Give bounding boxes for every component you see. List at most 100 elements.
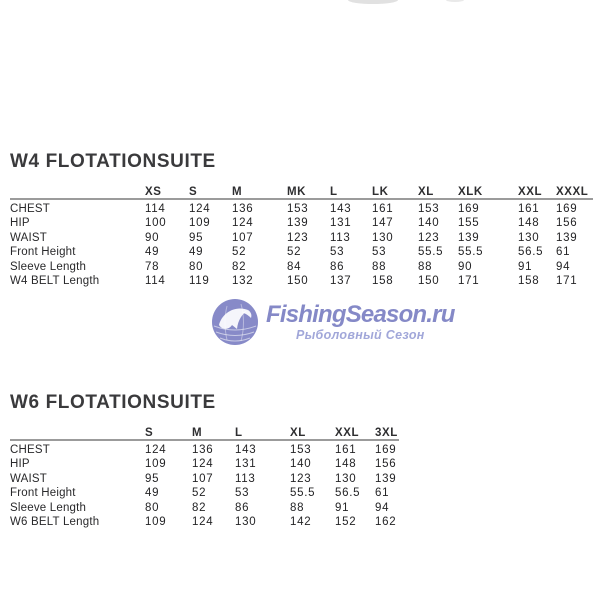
- measurement-value: 147: [372, 217, 394, 229]
- table-row: Front Height 49 49 52 52 53 53 55.5 55.5 56.5 61: [10, 244, 593, 258]
- measurement-value: 139: [287, 217, 309, 229]
- size-column-header: 3XL: [375, 427, 398, 439]
- measurement-value: 123: [287, 231, 309, 244]
- measurement-row-label: CHEST: [10, 443, 50, 456]
- measurement-value: 82: [192, 501, 207, 514]
- measurement-row-label: Sleeve Length: [10, 260, 87, 273]
- measurement-value: 86: [330, 260, 345, 273]
- measurement-value: 52: [287, 246, 302, 258]
- measurement-value: 52: [232, 246, 247, 258]
- table-row: CHEST 124 136 143 153 161 169: [10, 441, 399, 456]
- w4-size-table: XS S M MK L LK XL XLK XXL XXXL CHEST 114 124 136 153 14…: [10, 182, 593, 287]
- size-column-header: LK: [372, 186, 389, 198]
- w6-flotationsuite-section: W6 FLOTATIONSUITE S M L XL XXL 3XL CHEST 124 136…: [10, 392, 399, 528]
- measurement-value: 139: [556, 231, 578, 244]
- measurement-value: 131: [235, 458, 257, 470]
- measurement-value: 109: [145, 458, 167, 470]
- size-column-header: XXXL: [556, 186, 589, 198]
- size-column-header: XL: [418, 186, 434, 198]
- table-row: Sleeve Length 78 80 82 84 86 88 88 90 91 94: [10, 258, 593, 273]
- measurement-value: 82: [232, 260, 247, 273]
- measurement-row-label: WAIST: [10, 472, 47, 485]
- measurement-value: 131: [330, 217, 352, 229]
- measurement-value: 137: [330, 275, 352, 287]
- measurement-value: 61: [375, 487, 390, 499]
- measurement-row-label: CHEST: [10, 202, 50, 215]
- measurement-value: 161: [335, 443, 357, 456]
- w6-size-table: S M L XL XXL 3XL CHEST 124 136 143 153 161 169 HIP 109…: [10, 423, 399, 528]
- measurement-value: 86: [235, 501, 250, 514]
- measurement-value: 130: [372, 231, 394, 244]
- measurement-value: 143: [330, 202, 352, 215]
- measurement-value: 84: [287, 260, 302, 273]
- measurement-value: 161: [372, 202, 394, 215]
- size-column-header: L: [330, 186, 338, 198]
- measurement-value: 123: [418, 231, 440, 244]
- measurement-value: 150: [418, 275, 440, 287]
- measurement-value: 132: [232, 275, 254, 287]
- measurement-value: 169: [375, 443, 397, 456]
- measurement-value: 158: [372, 275, 394, 287]
- measurement-row-label: HIP: [10, 217, 30, 229]
- measurement-value: 49: [189, 246, 204, 258]
- measurement-value: 91: [335, 501, 350, 514]
- measurement-value: 169: [458, 202, 480, 215]
- measurement-value: 155: [458, 217, 480, 229]
- measurement-value: 80: [145, 501, 160, 514]
- size-column-header: S: [189, 186, 198, 198]
- measurement-value: 78: [145, 260, 160, 273]
- measurement-value: 49: [145, 246, 160, 258]
- measurement-value: 91: [518, 260, 533, 273]
- measurement-value: 139: [375, 472, 397, 485]
- measurement-row-label: HIP: [10, 458, 30, 470]
- measurement-value: 80: [189, 260, 204, 273]
- measurement-value: 130: [335, 472, 357, 485]
- table-row: WAIST 95 107 113 123 130 139: [10, 470, 399, 485]
- size-column-header: S: [145, 427, 154, 439]
- measurement-value: 107: [232, 231, 254, 244]
- size-column-header: XXL: [335, 427, 360, 439]
- size-column-header: MK: [287, 186, 307, 198]
- table-row: HIP 100 109 124 139 131 147 140 155 148 156: [10, 215, 593, 229]
- w4-section-title: W4 FLOTATIONSUITE: [10, 151, 216, 172]
- measurement-value: 55.5: [290, 487, 316, 499]
- size-column-header: M: [232, 186, 243, 198]
- measurement-value: 56.5: [335, 487, 361, 499]
- measurement-value: 53: [330, 246, 345, 258]
- size-column-header: XLK: [458, 186, 483, 198]
- size-column-header: M: [192, 427, 203, 439]
- watermark-text-block: FishingSeason.ru Рыболовный Сезон: [266, 300, 455, 343]
- measurement-row-label: Front Height: [10, 487, 76, 499]
- measurement-value: 162: [375, 516, 397, 528]
- measurement-value: 100: [145, 217, 167, 229]
- size-column-header: L: [235, 427, 243, 439]
- measurement-value: 140: [418, 217, 440, 229]
- measurement-value: 119: [189, 275, 210, 287]
- measurement-value: 55.5: [418, 246, 444, 258]
- measurement-value: 109: [189, 217, 211, 229]
- measurement-value: 88: [372, 260, 387, 273]
- measurement-row-label: WAIST: [10, 231, 47, 244]
- watermark-brand: FishingSeason.ru: [266, 300, 455, 328]
- measurement-value: 95: [189, 231, 204, 244]
- measurement-value: 124: [145, 443, 167, 456]
- measurement-value: 130: [235, 516, 257, 528]
- table-header-row: S M L XL XXL 3XL: [10, 423, 399, 441]
- measurement-value: 124: [189, 202, 211, 215]
- measurement-value: 124: [192, 458, 214, 470]
- measurement-value: 114: [145, 275, 166, 287]
- size-column-header: XS: [145, 186, 162, 198]
- measurement-value: 142: [290, 516, 312, 528]
- measurement-value: 109: [145, 516, 167, 528]
- size-column-header: XXL: [518, 186, 543, 198]
- measurement-value: 140: [290, 458, 312, 470]
- measurement-value: 124: [192, 516, 214, 528]
- table-row: WAIST 90 95 107 123 113 130 123 139 130 139: [10, 229, 593, 244]
- measurement-value: 90: [145, 231, 160, 244]
- measurement-value: 53: [372, 246, 387, 258]
- measurement-value: 169: [556, 202, 578, 215]
- size-column-header: XL: [290, 427, 306, 439]
- w4-flotationsuite-section: W4 FLOTATIONSUITE XS S M MK L LK XL XLK XXL XXXL C…: [10, 151, 593, 287]
- fish-globe-icon: [212, 299, 258, 345]
- measurement-value: 49: [145, 487, 160, 499]
